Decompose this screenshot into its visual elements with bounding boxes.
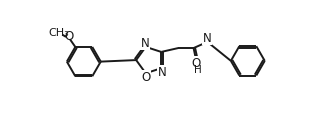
Text: N: N: [158, 66, 167, 79]
Text: N: N: [141, 36, 149, 50]
Text: O: O: [191, 57, 201, 70]
Text: O: O: [141, 71, 150, 84]
Text: CH₃: CH₃: [48, 28, 69, 38]
Text: N: N: [203, 32, 212, 45]
Text: O: O: [64, 30, 74, 43]
Text: H: H: [194, 65, 202, 75]
